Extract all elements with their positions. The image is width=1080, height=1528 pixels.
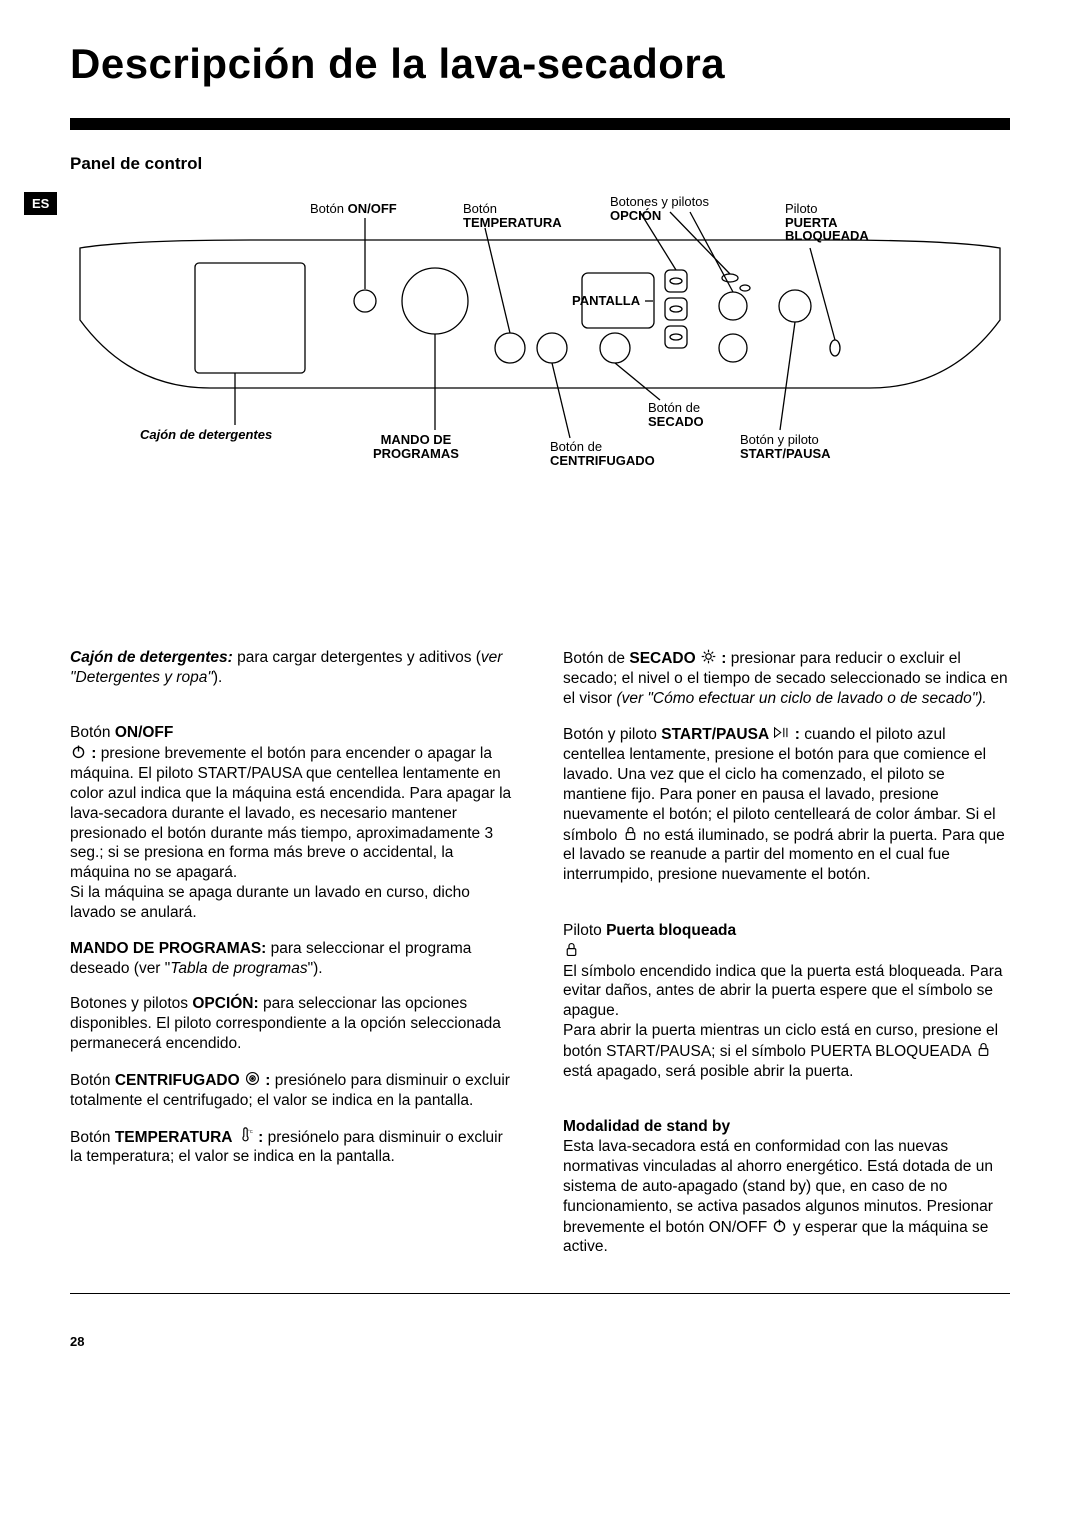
right-column: Botón de SECADO : presionar para reducir… [563,648,1010,1273]
control-panel-diagram: Botón ON/OFF BotónTEMPERATURA Botones y … [70,188,1010,498]
body-columns: Cajón de detergentes: para cargar deterg… [70,648,1010,1273]
lock-icon [975,1041,992,1058]
para-standby: Modalidad de stand by Esta lava-secadora… [563,1098,1010,1258]
left-column: Cajón de detergentes: para cargar deterg… [70,648,517,1273]
para-onoff: Botón ON/OFF : presione brevemente el bo… [70,704,517,923]
lock-icon [563,941,580,958]
language-tag: ES [24,192,57,215]
para-temperatura: Botón TEMPERATURA °C : presiónelo para d… [70,1127,517,1168]
svg-text:°C: °C [248,1129,253,1134]
lock-icon [622,825,639,842]
spin-icon [244,1070,261,1087]
section-title: Panel de control [70,154,1010,174]
para-cajon: Cajón de detergentes: para cargar deterg… [70,648,517,688]
para-opcion: Botones y pilotos OPCIÓN: para seleccion… [70,994,517,1053]
para-secado: Botón de SECADO : presionar para reducir… [563,648,1010,708]
play-pause-icon [773,724,790,741]
sun-icon [700,648,717,665]
para-centrifugado: Botón CENTRIFUGADO : presiónelo para dis… [70,1070,517,1111]
para-mando: MANDO DE PROGRAMAS: para seleccionar el … [70,939,517,979]
page-title: Descripción de la lava-secadora [70,40,1010,88]
thermometer-icon: °C [237,1127,254,1144]
page-number: 28 [70,1334,1010,1349]
power-icon [771,1217,788,1234]
power-icon [70,743,87,760]
bottom-rule [70,1293,1010,1294]
title-underline-bar [70,118,1010,130]
panel-outline-svg [70,188,1010,498]
para-start-pausa: Botón y piloto START/PAUSA : cuando el p… [563,724,1010,885]
para-puerta-bloqueada: Piloto Puerta bloqueada El símbolo encen… [563,901,1010,1081]
